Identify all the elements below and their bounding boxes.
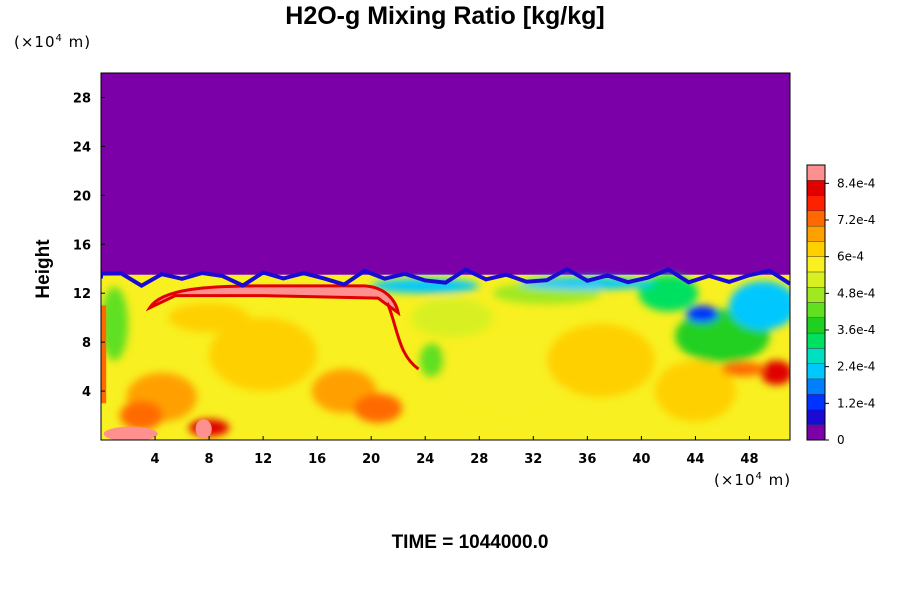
field-eddy [209,317,318,392]
colorbar-swatch [806,409,826,425]
x-tick-label: 8 [205,452,214,467]
moist-core [195,419,212,439]
x-tick-label: 36 [578,452,596,467]
colorbar-swatch [806,210,826,227]
colorbar-swatch [806,164,826,181]
x-tick-label: 20 [362,452,380,467]
colorbar-swatch [806,378,826,395]
x-tick-label: 44 [686,452,704,467]
field-eddy [431,333,581,412]
x-tick-label: 4 [151,452,160,467]
moist-layer-top [101,266,790,289]
colorbar-swatch [806,348,826,364]
field-region [101,73,790,275]
colorbar-swatch [806,287,826,303]
plot-frame [100,72,791,441]
colorbar: 0 1.2e-4 2.4e-4 3.6e-4 4.8e-4 6e-4 7.2e-4 8.4e-… [806,164,875,447]
x-tick-label: 24 [416,452,434,467]
colorbar-swatch [806,195,826,212]
moist-filament [386,302,420,371]
x-tick-label: 16 [308,452,326,467]
colorbar-tick-label: 2.4e-4 [837,360,875,374]
colorbar-swatch [806,256,826,273]
field-eddy [729,280,790,330]
colorbar-tick-label: 0 [837,433,845,447]
x-tick-label: 40 [632,452,650,467]
colorbar-swatch [806,241,826,257]
chart-title: H2O-g Mixing Ratio [kg/kg] [285,2,605,30]
x-axis: 4 8 12 16 20 24 28 32 36 40 44 48 [151,436,759,467]
colorbar-tick-label: 7.2e-4 [837,213,875,227]
colorbar-swatch [806,317,826,334]
colorbar-swatch [806,332,826,349]
colorbar-tick-label: 4.8e-4 [837,286,875,300]
time-stamp: TIME = 1044000.0 [391,532,549,553]
colorbar-swatch [806,393,826,410]
x-tick-label: 32 [524,452,542,467]
heatmap-field [101,73,790,440]
y-tick-label: 20 [73,189,91,204]
y-tick-label: 28 [73,91,91,106]
colorbar-swatch [806,302,826,318]
x-tick-label: 48 [740,452,758,467]
y-axis: 4 8 12 16 20 24 28 [73,72,791,441]
y-tick-label: 16 [73,238,91,253]
colorbar-swatch [806,363,826,380]
colorbar-tick-label: 3.6e-4 [837,323,875,337]
field-eddy [685,305,719,323]
field-texture [101,274,790,437]
x-axis-unit: (×104 m) [714,471,792,489]
field-eddy [119,400,164,431]
field-eddy [168,302,250,333]
field-eddy [419,343,445,378]
x-tick-label: 28 [470,452,488,467]
colorbar-swatch [806,271,826,288]
field-eddy [371,278,480,294]
colorbar-frame [806,164,826,441]
x-tick-label: 12 [254,452,272,467]
field-eddy [101,287,129,361]
field-eddy [721,361,765,377]
y-tick-label: 8 [82,336,91,351]
y-tick-label: 4 [82,385,91,400]
field-eddy [654,360,736,422]
field-eddy [760,360,790,385]
field-eddy [546,323,655,398]
colorbar-tick-label: 6e-4 [837,250,864,264]
colorbar-tick-label: 1.2e-4 [837,396,875,410]
field-eddy [411,298,493,338]
colorbar-swatch [806,180,826,196]
y-tick-label: 12 [73,287,91,302]
y-tick-label: 24 [73,140,91,155]
field-eddy [353,393,403,423]
y-axis-unit: (×104 m) [14,33,92,51]
colorbar-swatch [806,225,826,242]
moist-cap [145,284,401,317]
moist-core [103,426,158,440]
colorbar-swatch [806,424,826,441]
colorbar-tick-label: 8.4e-4 [837,176,875,190]
